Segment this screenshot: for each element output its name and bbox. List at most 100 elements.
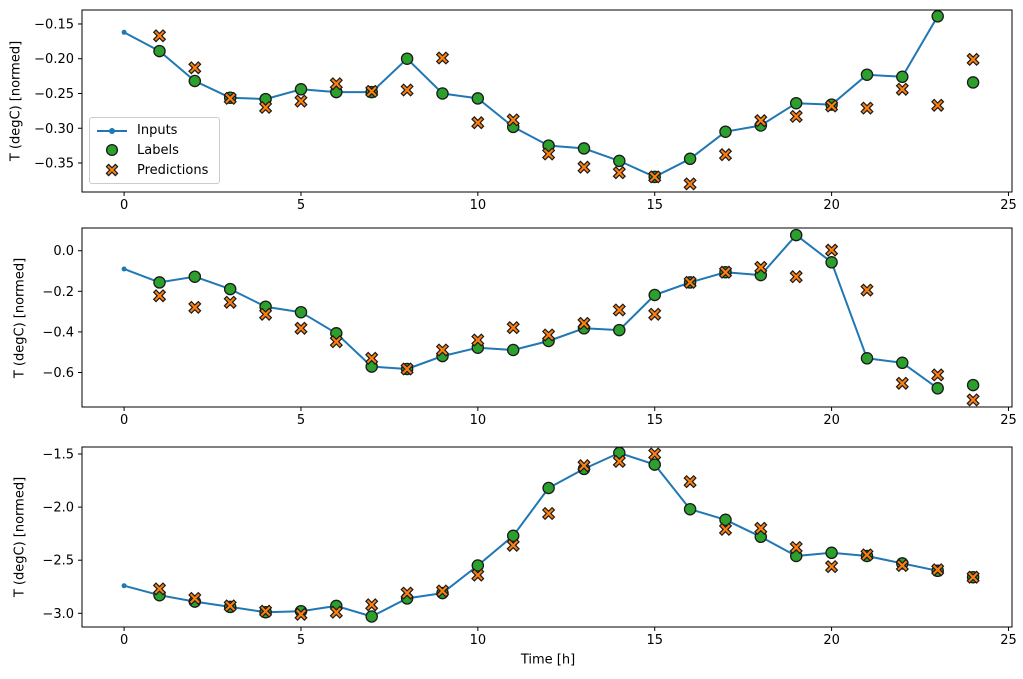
predictions-marker: [895, 558, 909, 573]
predictions-marker: [223, 599, 237, 613]
x-tick-label: 10: [470, 633, 487, 648]
x-tick-label: 10: [470, 413, 487, 428]
y-tick-label: −1.5: [42, 448, 74, 463]
predictions-marker: [683, 275, 697, 290]
predictions-marker: [860, 101, 874, 115]
predictions-marker: [789, 109, 803, 124]
predictions-marker: [612, 166, 626, 180]
predictions-marker: [365, 351, 379, 365]
predictions-marker: [471, 568, 485, 582]
predictions-marker: [860, 283, 874, 297]
legend-label-predictions: Predictions: [137, 162, 209, 178]
labels-marker: [860, 352, 874, 365]
predictions-marker: [152, 582, 167, 596]
predictions-marker: [648, 447, 662, 461]
predictions-marker: [754, 113, 768, 128]
labels-marker: [613, 154, 626, 168]
labels-marker: [153, 276, 166, 289]
x-tick-label: 10: [470, 198, 487, 213]
labels-marker: [400, 52, 414, 65]
y-tick-label: 0.0: [53, 244, 74, 259]
predictions-marker: [400, 586, 414, 600]
x-tick-label: 25: [1000, 198, 1017, 213]
predictions-marker: [223, 91, 237, 106]
legend: Inputs Labels Predictions: [89, 117, 220, 184]
predictions-marker: [329, 77, 343, 91]
y-tick-label: −0.20: [34, 52, 74, 67]
legend-item-labels: Labels: [96, 143, 213, 157]
predictions-marker: [895, 376, 909, 390]
predictions-marker: [188, 300, 202, 315]
labels-marker: [613, 323, 626, 337]
x-tick-label: 15: [646, 633, 663, 648]
predictions-marker: [860, 548, 874, 562]
subplot-1-inputs-line: [123, 15, 939, 178]
predictions-marker: [471, 116, 485, 130]
x-tick-label: 0: [120, 413, 128, 428]
predictions-marker: [824, 99, 839, 113]
predictions-marker: [400, 83, 414, 97]
labels-marker: [896, 70, 909, 84]
orange-x-icon: [96, 163, 128, 177]
predictions-marker: [506, 320, 520, 335]
subplot-2-frame: [81, 227, 1013, 408]
predictions-marker: [541, 506, 556, 521]
labels-marker: [719, 513, 732, 527]
labels-marker: [577, 142, 591, 155]
predictions-marker: [258, 604, 273, 618]
predictions-marker: [541, 147, 556, 161]
predictions-marker: [824, 243, 839, 257]
predictions-marker: [329, 335, 343, 349]
y-tick-label: −0.6: [42, 366, 74, 381]
predictions-marker: [718, 148, 733, 162]
predictions-marker: [718, 265, 733, 279]
predictions-marker: [789, 540, 803, 555]
green-circle-icon: [96, 143, 128, 157]
y-tick-label: −0.4: [42, 325, 74, 340]
inputs-point: [121, 266, 127, 272]
labels-marker: [719, 125, 732, 138]
labels-marker: [648, 458, 661, 471]
predictions-marker: [365, 598, 379, 612]
labels-marker: [860, 68, 874, 81]
x-tick-label: 5: [297, 198, 305, 213]
predictions-marker: [152, 29, 167, 43]
legend-item-inputs: Inputs: [96, 124, 213, 138]
y-tick-label: −0.15: [34, 17, 74, 32]
predictions-marker: [718, 522, 733, 537]
labels-marker: [188, 270, 202, 283]
x-tick-label: 5: [297, 633, 305, 648]
labels-marker: [436, 87, 449, 100]
labels-marker: [931, 10, 944, 23]
predictions-marker: [683, 177, 697, 191]
inputs-point: [121, 583, 127, 589]
labels-marker: [966, 76, 980, 89]
labels-marker: [825, 256, 838, 269]
y-tick-label: −2.0: [42, 501, 74, 516]
predictions-marker: [435, 584, 450, 598]
predictions-marker: [966, 570, 980, 584]
y-tick-label: −0.30: [34, 122, 74, 137]
predictions-marker: [188, 61, 202, 75]
labels-marker: [471, 92, 485, 105]
predictions-marker: [435, 343, 450, 357]
labels-marker: [365, 610, 378, 623]
x-tick-label: 25: [1000, 633, 1017, 648]
legend-label-inputs: Inputs: [137, 123, 178, 139]
line-with-dot-icon: [96, 124, 128, 138]
labels-marker: [506, 343, 520, 357]
predictions-marker: [754, 521, 768, 535]
labels-marker: [153, 44, 166, 58]
labels-marker: [188, 74, 202, 88]
labels-marker: [789, 228, 803, 242]
predictions-marker: [966, 393, 980, 407]
predictions-marker: [683, 474, 697, 489]
subplot-2-y-axis-label: T (degC) [normed]: [12, 257, 28, 379]
predictions-marker: [612, 454, 626, 469]
predictions-marker: [895, 82, 909, 96]
y-tick-label: −2.5: [42, 554, 74, 569]
x-tick-label: 25: [1000, 413, 1017, 428]
legend-item-predictions: Predictions: [96, 163, 213, 177]
predictions-marker: [577, 459, 591, 473]
